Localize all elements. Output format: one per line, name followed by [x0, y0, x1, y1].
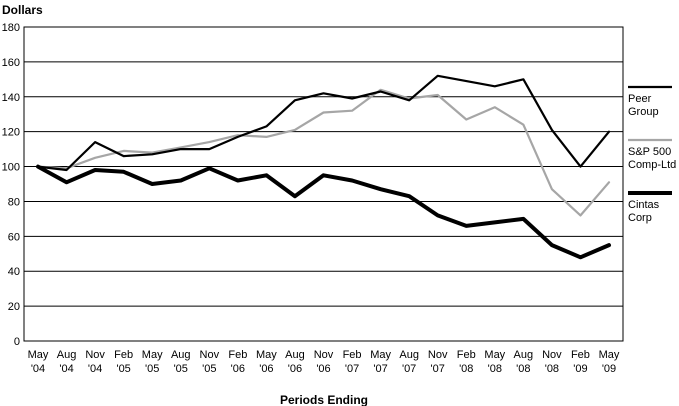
x-tick-label: Aug '05	[171, 349, 191, 375]
y-tick-label: 40	[8, 266, 20, 278]
y-tick-label: 60	[8, 231, 20, 243]
legend-label-line: Cintas	[628, 199, 660, 211]
x-tick-year: '09	[573, 363, 587, 375]
y-tick-label: 120	[2, 127, 20, 139]
x-tick-label: Aug '06	[285, 349, 305, 375]
x-tick-year: '08	[459, 363, 473, 375]
x-tick-labels: May '04 Aug '04 Nov '04 Feb '05 May '05 Aug '05 Nov '…	[28, 349, 620, 375]
x-tick-label: May '09	[599, 349, 620, 375]
x-tick-month: Nov	[542, 349, 562, 361]
x-tick-month: May	[370, 349, 391, 361]
x-tick-year: '04	[88, 363, 102, 375]
y-axis-label: Dollars	[2, 3, 43, 17]
x-tick-month: Aug	[399, 349, 419, 361]
x-tick-label: Aug '08	[514, 349, 534, 375]
series-lines	[36, 74, 611, 260]
x-tick-month: Nov	[85, 349, 105, 361]
x-tick-year: '05	[116, 363, 130, 375]
legend-label-line: Group	[628, 106, 659, 118]
x-tick-label: Feb '08	[457, 349, 476, 375]
x-tick-year: '08	[545, 363, 559, 375]
x-tick-month: Aug	[514, 349, 534, 361]
x-tick-label: May '05	[142, 349, 163, 375]
y-tick-label: 20	[8, 301, 20, 313]
x-tick-year: '08	[516, 363, 530, 375]
x-tick-year: '09	[602, 363, 616, 375]
x-tick-year: '05	[145, 363, 159, 375]
x-tick-month: Feb	[228, 349, 247, 361]
x-tick-month: Nov	[314, 349, 334, 361]
legend: Peer Group S&P 500 Comp-Ltd Cintas Corp	[628, 85, 676, 224]
legend-label-line: Comp-Ltd	[628, 159, 676, 171]
x-tick-label: Feb '07	[343, 349, 362, 375]
gridlines	[24, 26, 623, 342]
x-tick-month: Feb	[114, 349, 133, 361]
y-tick-label: 160	[2, 57, 20, 69]
x-tick-label: Feb '09	[571, 349, 590, 375]
x-tick-year: '04	[59, 363, 73, 375]
x-tick-year: '07	[431, 363, 445, 375]
x-tick-label: Feb '05	[114, 349, 133, 375]
x-tick-year: '05	[202, 363, 216, 375]
legend-label-2: Cintas Corp	[628, 199, 660, 224]
x-tick-year: '06	[288, 363, 302, 375]
x-tick-month: May	[256, 349, 277, 361]
y-tick-label: 100	[2, 162, 20, 174]
x-tick-month: Feb	[571, 349, 590, 361]
y-tick-labels: 0 20 40 60 80 100 120 140 160 180	[2, 22, 20, 348]
y-tick-label: 80	[8, 196, 20, 208]
x-tick-month: May	[142, 349, 163, 361]
series-line-2	[36, 164, 611, 260]
x-tick-label: Aug '07	[399, 349, 419, 375]
x-tick-month: May	[28, 349, 49, 361]
legend-label-0: Peer Group	[628, 93, 659, 118]
x-tick-month: Nov	[428, 349, 448, 361]
y-tick-label: 0	[14, 336, 20, 348]
y-tick-label: 180	[2, 22, 20, 34]
x-tick-year: '08	[488, 363, 502, 375]
x-tick-year: '07	[345, 363, 359, 375]
x-tick-label: Nov '05	[200, 349, 220, 375]
legend-label-line: Peer	[628, 93, 652, 105]
x-tick-label: Nov '06	[314, 349, 334, 375]
plot-frame	[23, 26, 624, 342]
y-tick-label: 140	[2, 92, 20, 104]
x-tick-year: '06	[316, 363, 330, 375]
x-tick-year: '06	[259, 363, 273, 375]
x-tick-year: '07	[373, 363, 387, 375]
x-tick-label: Aug '04	[57, 349, 77, 375]
x-tick-month: Aug	[57, 349, 77, 361]
legend-label-line: S&P 500	[628, 146, 671, 158]
x-tick-label: May '04	[28, 349, 49, 375]
x-tick-month: Feb	[457, 349, 476, 361]
x-tick-year: '05	[174, 363, 188, 375]
x-tick-label: Nov '04	[85, 349, 105, 375]
x-tick-month: May	[484, 349, 505, 361]
x-tick-label: Nov '08	[542, 349, 562, 375]
x-tick-year: '07	[402, 363, 416, 375]
legend-label-line: Corp	[628, 212, 652, 224]
x-tick-month: Aug	[171, 349, 191, 361]
x-tick-year: '06	[231, 363, 245, 375]
x-tick-label: Nov '07	[428, 349, 448, 375]
x-tick-label: May '06	[256, 349, 277, 375]
x-tick-month: Feb	[343, 349, 362, 361]
x-tick-year: '04	[31, 363, 45, 375]
x-axis-label: Periods Ending	[280, 393, 368, 406]
x-tick-month: Nov	[200, 349, 220, 361]
x-tick-month: Aug	[285, 349, 305, 361]
x-tick-label: May '07	[370, 349, 391, 375]
legend-label-1: S&P 500 Comp-Ltd	[628, 146, 676, 171]
series-line-0	[36, 74, 611, 172]
x-tick-label: Feb '06	[228, 349, 247, 375]
x-tick-label: May '08	[484, 349, 505, 375]
series-line-1	[36, 88, 611, 217]
x-tick-month: May	[599, 349, 620, 361]
